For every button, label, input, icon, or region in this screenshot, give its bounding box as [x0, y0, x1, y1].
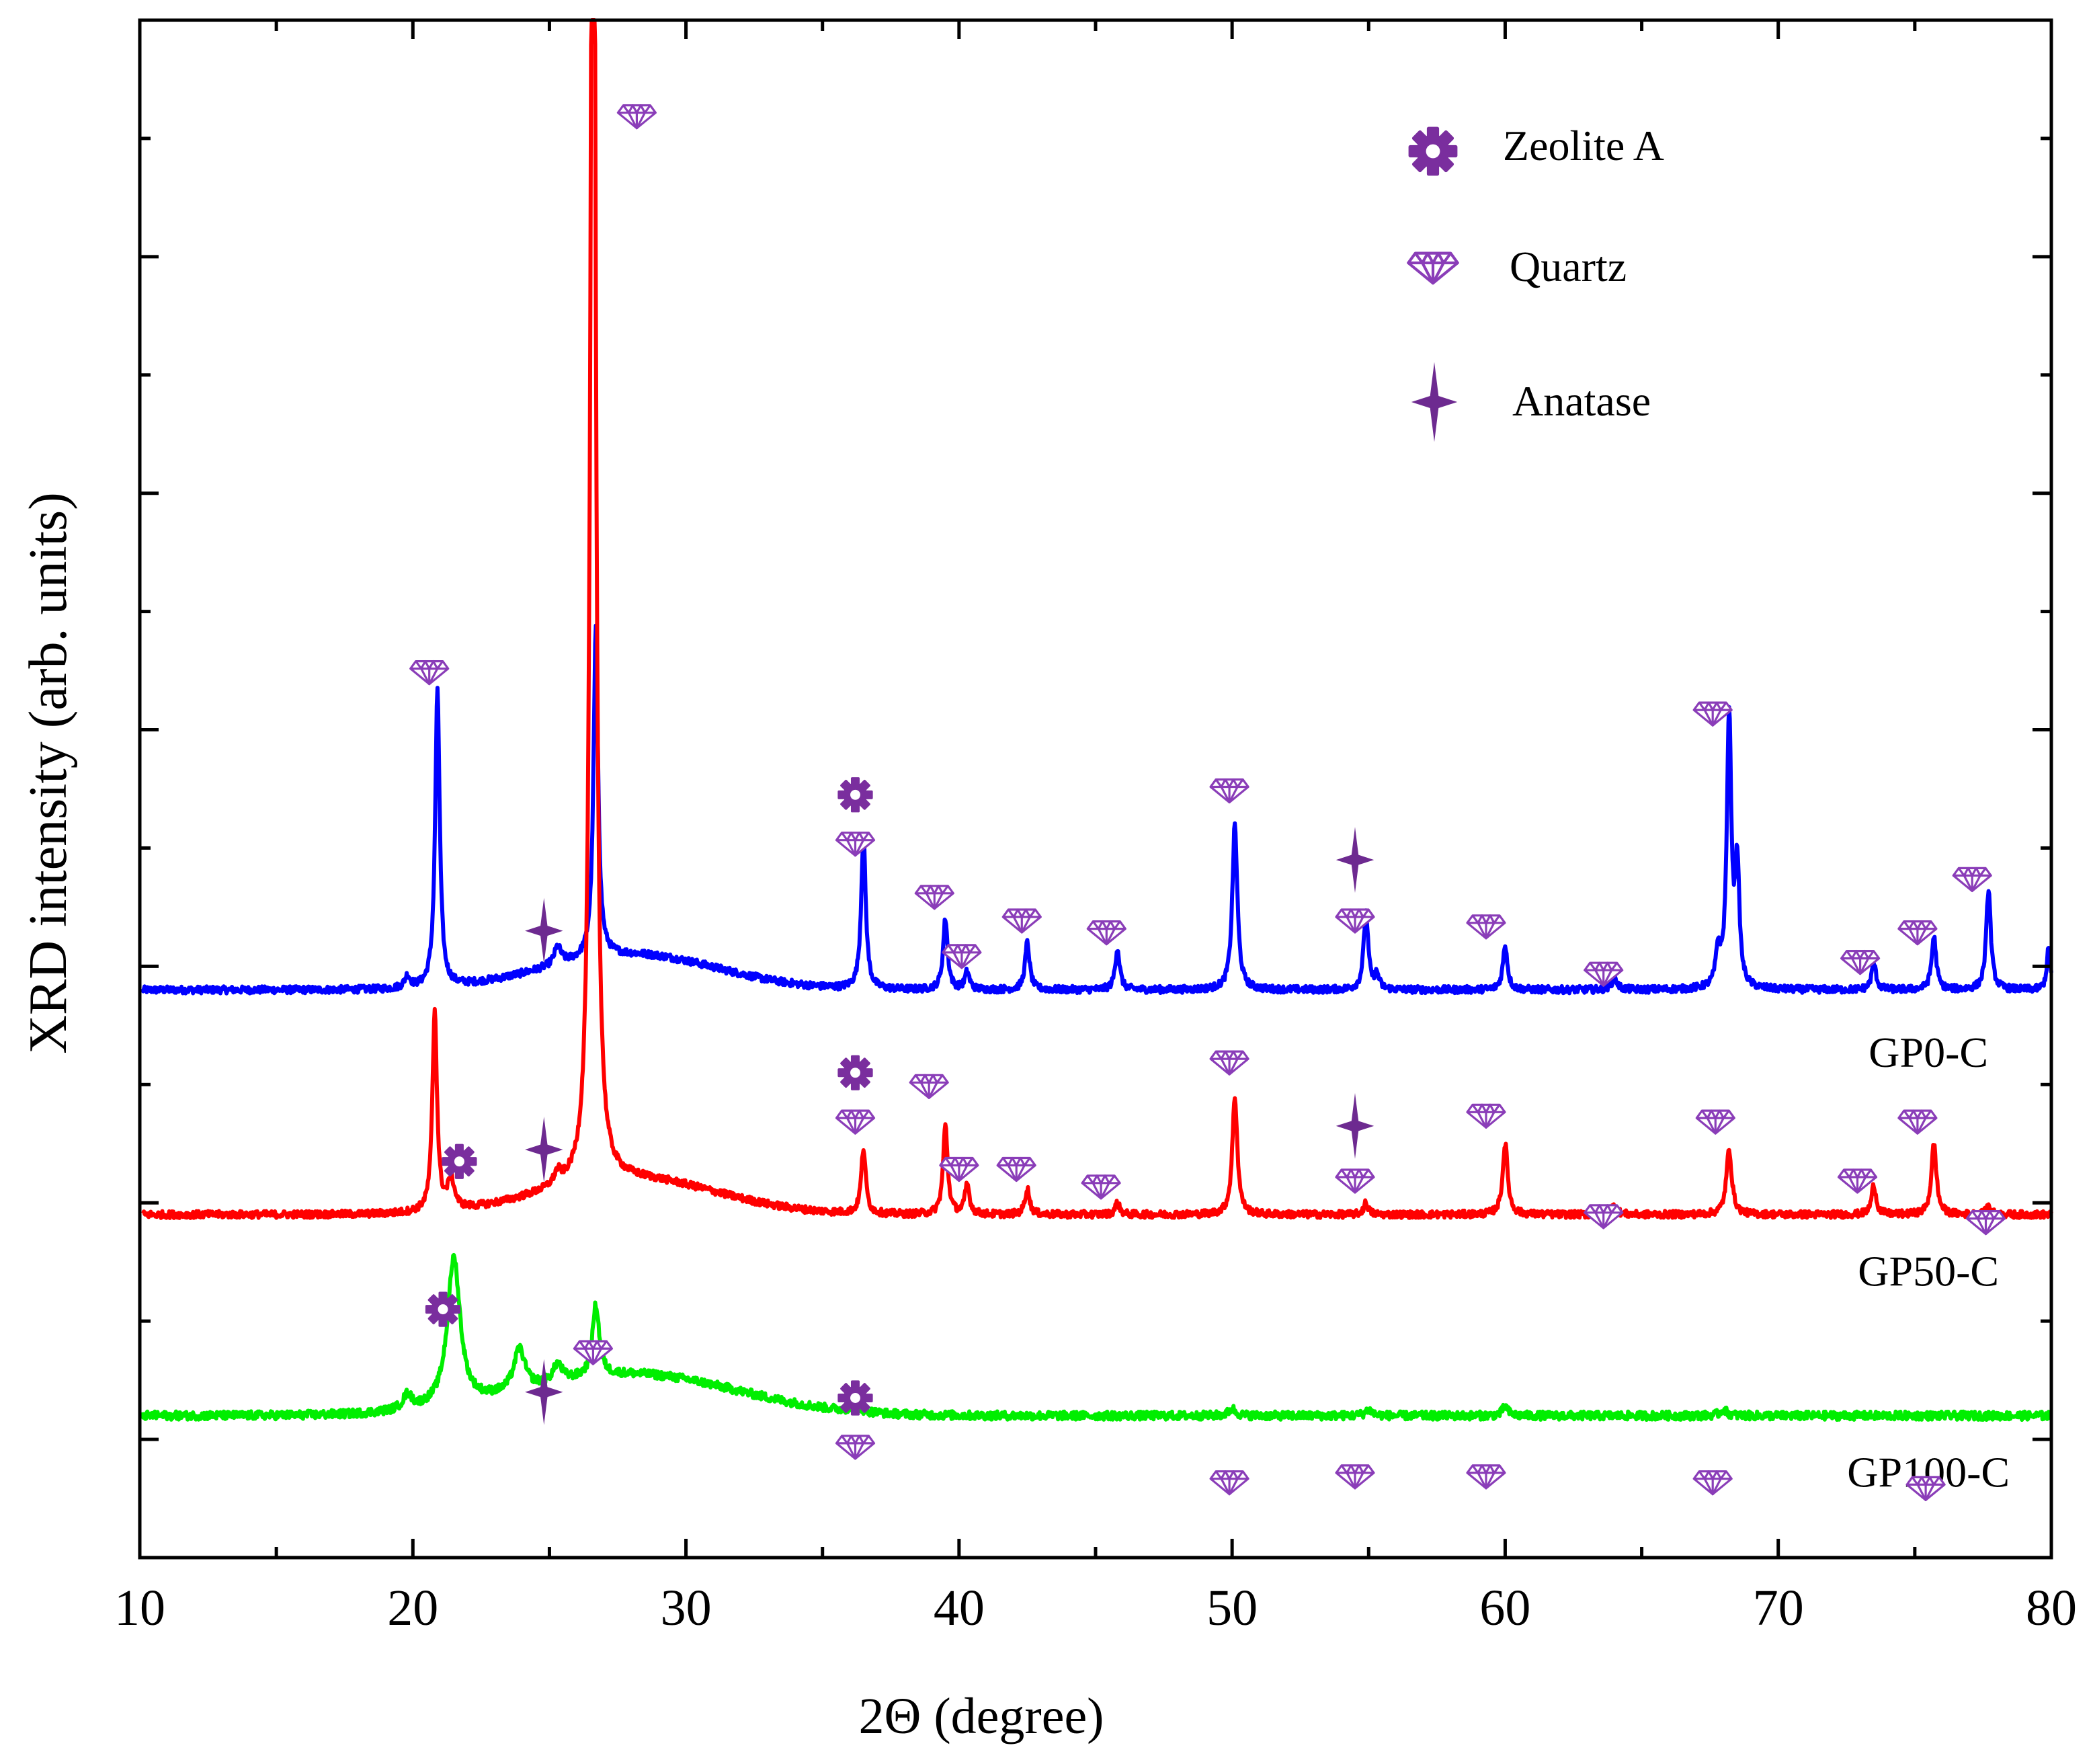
series-line-gp0-c	[140, 623, 2053, 996]
x-tick-label: 10	[114, 1580, 165, 1636]
anatase-marker-icon	[1411, 362, 1458, 442]
series-line-gp100-c	[140, 1252, 2053, 1422]
legend-entry-zeolite: Zeolite A	[1408, 122, 1664, 176]
quartz-marker-icon	[1209, 1050, 1249, 1076]
zeolite-marker-icon	[442, 1144, 477, 1179]
legend-entry-quartz: Quartz	[1408, 243, 1627, 290]
quartz-marker-icon	[1209, 778, 1249, 804]
plot-annotations	[409, 104, 2006, 1501]
quartz-marker-icon	[1408, 253, 1458, 284]
quartz-marker-icon	[1466, 914, 1506, 940]
x-tick-label: 20	[387, 1580, 438, 1636]
zeolite-marker-icon	[837, 1055, 873, 1090]
quartz-marker-icon	[1081, 1174, 1121, 1200]
quartz-marker-icon	[1692, 701, 1733, 727]
quartz-marker-icon	[909, 1074, 949, 1099]
series-label-gp50-c: GP50-C	[1858, 1247, 1999, 1295]
x-axis-label: 2Θ (degree)	[858, 1688, 1104, 1745]
quartz-marker-icon	[1965, 1209, 2006, 1236]
x-tick-label: 70	[1753, 1580, 1804, 1636]
x-tick-label: 80	[2026, 1580, 2077, 1636]
anatase-marker-icon	[1336, 827, 1374, 893]
quartz-marker-icon	[1692, 1470, 1733, 1496]
quartz-marker-icon	[1897, 1109, 1938, 1135]
quartz-marker-icon	[1335, 1464, 1375, 1490]
legend-label-quartz: Quartz	[1510, 243, 1627, 290]
legend-label-zeolite: Zeolite A	[1503, 122, 1664, 169]
legend: Zeolite A Quartz Anatase	[1408, 122, 1664, 442]
quartz-marker-icon	[1584, 1204, 1624, 1230]
quartz-marker-icon	[939, 1156, 979, 1182]
quartz-marker-icon	[1335, 1168, 1375, 1194]
quartz-marker-icon	[996, 1156, 1036, 1182]
quartz-marker-icon	[1209, 1470, 1249, 1496]
zeolite-marker-icon	[1408, 126, 1458, 176]
legend-entry-anatase: Anatase	[1411, 362, 1651, 442]
plot-frame	[138, 18, 2053, 1560]
quartz-marker-icon	[1466, 1464, 1506, 1490]
quartz-marker-icon	[409, 659, 450, 686]
y-axis-label: XRD intensity (arb. units)	[19, 492, 78, 1053]
plot-axes: 10 20 30 40 50 60 70 80	[114, 18, 2077, 1636]
x-tick-label: 50	[1206, 1580, 1258, 1636]
quartz-marker-icon	[1466, 1103, 1506, 1129]
x-tick-label: 40	[934, 1580, 985, 1636]
quartz-marker-icon	[616, 104, 657, 130]
x-tick-label: 30	[661, 1580, 712, 1636]
zeolite-marker-icon	[837, 777, 873, 813]
series-line-gp50-c	[141, 18, 2053, 1220]
quartz-marker-icon	[914, 885, 954, 910]
quartz-marker-icon	[835, 1435, 876, 1460]
quartz-marker-icon	[1897, 920, 1938, 946]
quartz-marker-icon	[1001, 908, 1042, 934]
quartz-marker-icon	[1695, 1109, 1735, 1135]
quartz-marker-icon	[835, 832, 876, 857]
quartz-marker-icon	[1952, 867, 1992, 893]
legend-label-anatase: Anatase	[1512, 377, 1651, 425]
zeolite-marker-icon	[425, 1291, 461, 1327]
anatase-marker-icon	[1336, 1092, 1374, 1159]
anatase-marker-icon	[525, 897, 563, 964]
quartz-marker-icon	[835, 1109, 876, 1135]
x-tick-label: 60	[1479, 1580, 1530, 1636]
quartz-marker-icon	[1905, 1476, 1946, 1501]
zeolite-marker-icon	[837, 1380, 873, 1416]
quartz-marker-icon	[1086, 920, 1126, 946]
series-label-gp0-c: GP0-C	[1869, 1029, 1988, 1076]
